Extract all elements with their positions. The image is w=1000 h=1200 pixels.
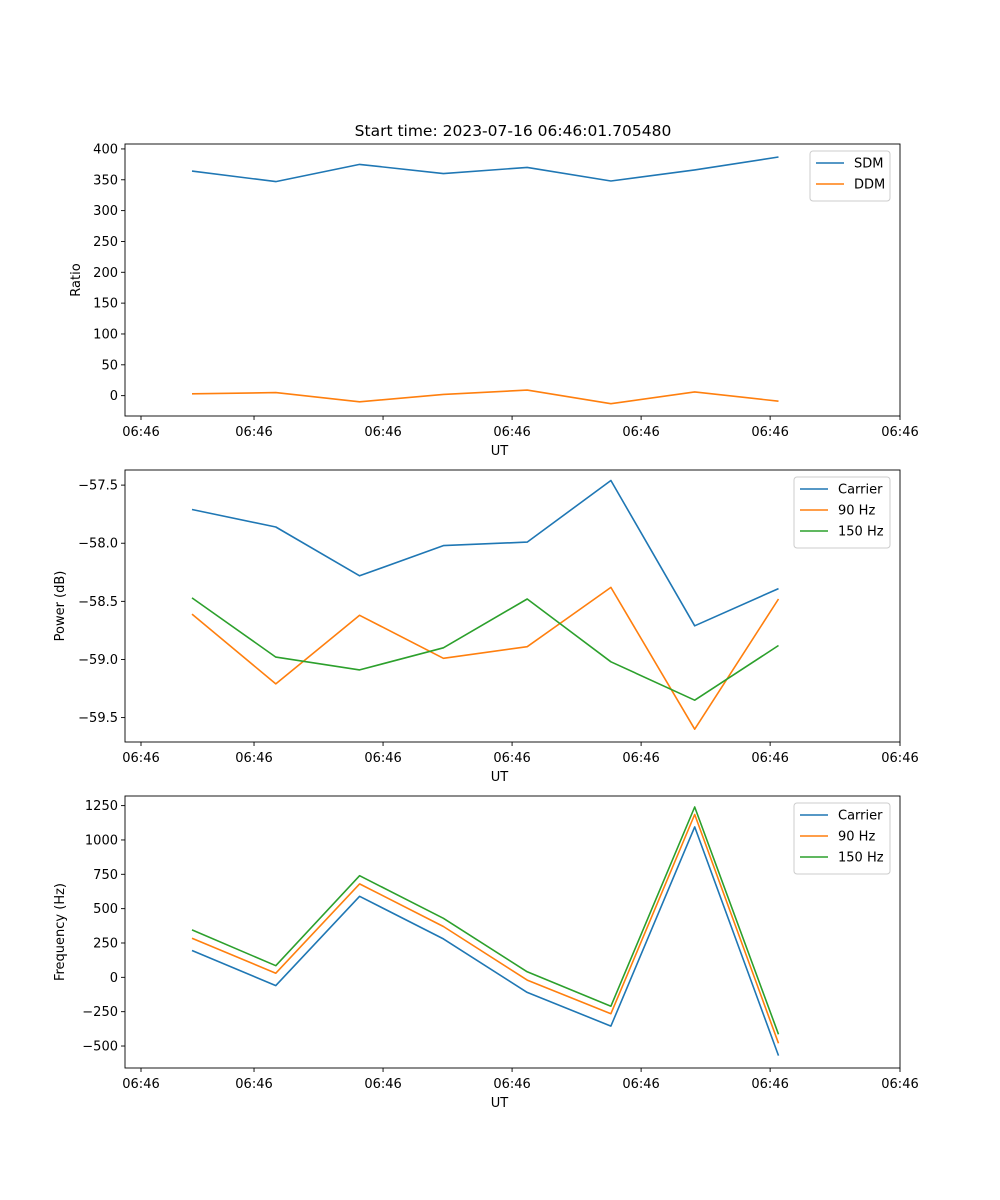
- series-line-150-hz: [191, 597, 779, 702]
- chart-title: Start time: 2023-07-16 06:46:01.705480: [355, 122, 672, 140]
- series-line-90-hz: [191, 813, 780, 1044]
- y-tick-label: 400: [93, 142, 118, 157]
- x-axis-label: UT: [491, 444, 509, 459]
- ratio-panel: 0 50 100 150 200 250 300 350 400 06:46 06:46 06:46 0…: [69, 142, 919, 459]
- x-tick-label: 06:46: [364, 425, 401, 440]
- power-plot-area: [125, 470, 900, 742]
- x-tick-label: 06:46: [751, 751, 788, 766]
- x-tick-label: 06:46: [122, 425, 159, 440]
- y-tick-label: 100: [93, 327, 118, 342]
- legend-label: DDM: [854, 178, 885, 193]
- legend-label: 150 Hz: [838, 851, 884, 866]
- y-tick-label: −58.5: [78, 595, 118, 610]
- ratio-plot-area: [125, 144, 900, 416]
- y-axis-label: Power (dB): [53, 571, 68, 642]
- y-tick-label: 750: [93, 868, 118, 883]
- x-tick-label: 06:46: [881, 1077, 918, 1092]
- y-tick-label: 250: [93, 936, 118, 951]
- y-tick-label: −59.0: [78, 653, 118, 668]
- x-tick-label: 06:46: [364, 1077, 401, 1092]
- series-line-sdm: [191, 156, 779, 183]
- x-tick-label: 06:46: [493, 1077, 530, 1092]
- x-tick-label: 06:46: [751, 425, 788, 440]
- y-tick-label: 350: [93, 173, 118, 188]
- x-tick-label: 06:46: [122, 751, 159, 766]
- legend-label: 90 Hz: [838, 830, 875, 845]
- x-tick-label: 06:46: [622, 1077, 659, 1092]
- x-tick-label: 06:46: [235, 1077, 272, 1092]
- y-tick-label: 0: [110, 971, 118, 986]
- series-line-90-hz: [191, 586, 780, 731]
- y-tick-label: 50: [101, 358, 118, 373]
- x-axis-label: UT: [491, 1096, 509, 1111]
- x-tick-label: 06:46: [122, 1077, 159, 1092]
- x-tick-label: 06:46: [235, 425, 272, 440]
- power-legend: Carrier 90 Hz 150 Hz: [793, 476, 891, 549]
- frequency-legend: Carrier 90 Hz 150 Hz: [793, 802, 891, 875]
- y-tick-label: −58.0: [78, 537, 118, 552]
- y-tick-label: 300: [93, 204, 118, 219]
- power-panel: −59.5 −59.0 −58.5 −58.0 −57.5 06:46 06:46 06:46…: [53, 469, 919, 785]
- series-line-150-hz: [191, 806, 780, 1035]
- x-tick-label: 06:46: [364, 751, 401, 766]
- power-axes-frame: [124, 469, 901, 743]
- legend-label: Carrier: [838, 809, 883, 824]
- x-tick-label: 06:46: [881, 425, 918, 440]
- y-tick-label: 150: [93, 297, 118, 312]
- y-tick-label: 200: [93, 266, 118, 281]
- y-tick-label: 0: [110, 389, 118, 404]
- legend-label: Carrier: [838, 483, 883, 498]
- y-tick-label: −500: [82, 1040, 118, 1055]
- y-tick-label: −59.5: [78, 711, 118, 726]
- legend-label: 90 Hz: [838, 504, 875, 519]
- y-tick-label: 1000: [85, 833, 118, 848]
- x-tick-label: 06:46: [493, 425, 530, 440]
- frequency-plot-area: [125, 796, 900, 1068]
- frequency-axes-frame: [124, 795, 901, 1069]
- x-axis-label: UT: [491, 770, 509, 785]
- y-tick-label: 500: [93, 902, 118, 917]
- y-axis-label: Ratio: [69, 263, 84, 296]
- x-tick-label: 06:46: [235, 751, 272, 766]
- y-tick-label: −250: [82, 1005, 118, 1020]
- ratio-axes-frame: [124, 143, 901, 417]
- x-tick-label: 06:46: [622, 751, 659, 766]
- frequency-panel: −500 −250 0 250 500 750 1000 1250 06:46 06:46 06:4…: [53, 795, 919, 1111]
- x-tick-label: 06:46: [881, 751, 918, 766]
- legend-label: SDM: [854, 157, 883, 172]
- y-tick-label: −57.5: [78, 479, 118, 494]
- ratio-legend: SDM DDM: [809, 150, 891, 202]
- x-tick-label: 06:46: [622, 425, 659, 440]
- x-tick-label: 06:46: [493, 751, 530, 766]
- y-axis-label: Frequency (Hz): [53, 883, 68, 981]
- y-tick-label: 250: [93, 235, 118, 250]
- x-tick-label: 06:46: [751, 1077, 788, 1092]
- legend-label: 150 Hz: [838, 525, 884, 540]
- series-line-carrier: [191, 826, 780, 1056]
- series-line-ddm: [191, 389, 779, 405]
- series-line-carrier: [191, 479, 779, 627]
- y-tick-label: 1250: [85, 799, 118, 814]
